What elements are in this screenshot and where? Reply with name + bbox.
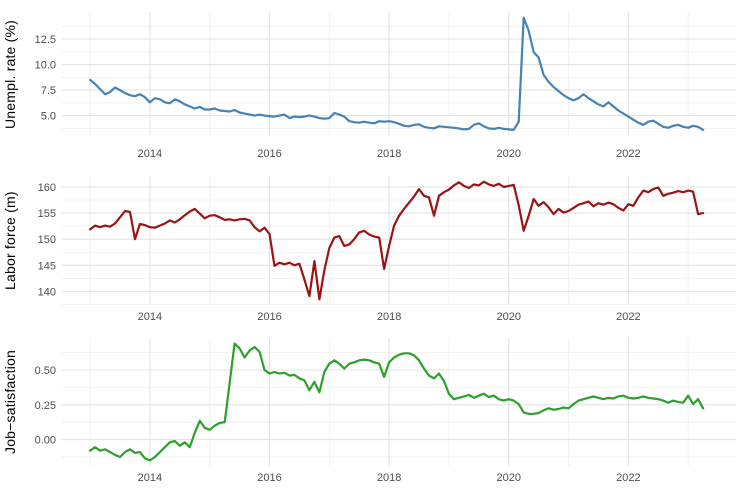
series-line-job-satisfaction bbox=[88, 342, 705, 462]
x-tick-label: 2020 bbox=[496, 311, 520, 323]
y-tick-label: 155 bbox=[38, 208, 56, 220]
x-tick-label: 2022 bbox=[616, 148, 640, 160]
x-tick-label: 2020 bbox=[496, 148, 520, 160]
series-line-labor-force bbox=[88, 180, 705, 301]
y-tick-label: 5.0 bbox=[41, 111, 56, 123]
x-tick-label: 2014 bbox=[138, 311, 162, 323]
x-tick-label: 2014 bbox=[138, 472, 162, 484]
series-line-unemployment bbox=[88, 16, 705, 131]
x-tick-label: 2014 bbox=[138, 148, 162, 160]
y-tick-label: 150 bbox=[38, 234, 56, 246]
x-tick-label: 2018 bbox=[377, 311, 401, 323]
x-tick-label: 2018 bbox=[377, 148, 401, 160]
x-tick-label: 2016 bbox=[257, 472, 281, 484]
y-tick-label: 0.25 bbox=[35, 400, 56, 412]
x-tick-label: 2018 bbox=[377, 472, 401, 484]
y-tick-label: 140 bbox=[38, 286, 56, 298]
y-tick-label: 0.50 bbox=[35, 365, 56, 377]
x-tick-label: 2016 bbox=[257, 148, 281, 160]
x-tick-label: 2016 bbox=[257, 311, 281, 323]
y-tick-label: 0.00 bbox=[35, 435, 56, 447]
x-tick-label: 2020 bbox=[496, 472, 520, 484]
x-tick-label: 2022 bbox=[616, 311, 640, 323]
y-tick-label: 160 bbox=[38, 182, 56, 194]
y-tick-label: 10.0 bbox=[35, 60, 56, 72]
y-tick-label: 7.5 bbox=[41, 85, 56, 97]
y-tick-label: 12.5 bbox=[35, 34, 56, 46]
y-tick-label: 145 bbox=[38, 260, 56, 272]
x-tick-label: 2022 bbox=[616, 472, 640, 484]
